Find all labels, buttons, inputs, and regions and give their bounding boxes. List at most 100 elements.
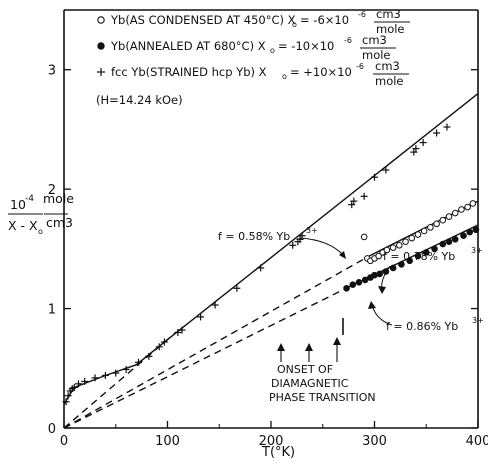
plus-point [62, 398, 70, 406]
filled-circle-point [349, 281, 357, 288]
legend-entry-fcc-sub: o [282, 72, 287, 81]
open-circle-point [396, 241, 403, 249]
arrow-f-058-head [339, 251, 346, 259]
onset-arrowhead-3 [333, 337, 341, 345]
plus-point [433, 129, 441, 137]
series-filled-circle [343, 226, 480, 292]
legend-entry-condensed-frac-top: cm3 [376, 7, 401, 21]
legend-entry-fcc-frac-bottom: mole [375, 74, 404, 88]
ticks [63, 69, 479, 429]
y-tick-label: 3 [48, 64, 56, 79]
open-circle-point [427, 224, 434, 231]
open-circle-point [375, 252, 382, 260]
dashed-fit-line [63, 286, 349, 429]
x-tick-label: 0 [60, 434, 68, 449]
open-circle-point [451, 209, 459, 217]
open-circle-point [389, 244, 397, 251]
filled-circle-point [343, 284, 350, 292]
onset-line-2: DIAMAGNETIC [271, 377, 349, 390]
open-circle-point [402, 238, 409, 245]
plus-point [382, 166, 390, 174]
legend-open-circle-marker [97, 16, 105, 24]
onset-arrowhead-2 [305, 343, 313, 351]
plus-point [371, 173, 378, 181]
plus-point [350, 197, 358, 205]
arrow-f-086-head [368, 301, 376, 309]
legend-entry-annealed-frac-top: cm3 [362, 33, 387, 47]
plus-point [174, 328, 182, 336]
legend-entry-condensed: Yb(AS CONDENSED AT 450°C) X o = -6×10 -6… [97, 7, 410, 36]
series-layer [62, 123, 480, 406]
open-circle-point [464, 203, 471, 211]
plus-point [70, 383, 78, 391]
filled-circle-point [439, 240, 447, 248]
legend-entry-condensed-value: = -6×10 [300, 13, 349, 27]
plus-point [348, 201, 356, 209]
plus-point [135, 358, 143, 366]
filled-circle-point [431, 245, 438, 253]
plus-point [443, 123, 451, 131]
filled-circle-point [376, 270, 383, 278]
plus-point [289, 241, 297, 249]
y-label-unit-top: mole [43, 191, 74, 206]
plus-point [233, 284, 241, 292]
open-circle-point [360, 233, 368, 241]
annotation-f-078-sup: 3+ [471, 246, 483, 255]
y-tick-label: 2 [48, 183, 56, 198]
filled-circle-point [398, 261, 405, 268]
y-axis-label: 10 -4 X - X o mole cm3 [8, 191, 74, 236]
legend-entry-annealed-frac-bottom: mole [362, 48, 391, 62]
open-circle-point [414, 231, 422, 238]
annotation-f-086-sup: 3+ [472, 316, 484, 325]
filled-circle-point [422, 249, 430, 256]
dashed-fit-line [63, 255, 370, 429]
legend-entry-annealed-exp: -6 [344, 36, 352, 45]
legend-entry-fcc: fcc Yb(STRAINED hcp Yb) X o = +10×10 -6 … [97, 59, 409, 88]
onset-line-1: ONSET OF [277, 363, 333, 376]
series-open-circle [360, 200, 477, 265]
annotation-f-086: f = 0.86% Yb [386, 320, 458, 333]
legend-entry-fcc-value: = +10×10 [290, 65, 352, 79]
legend: Yb(AS CONDENSED AT 450°C) X o = -6×10 -6… [96, 7, 410, 107]
open-circle-point [383, 246, 391, 254]
filled-circle-point [406, 257, 413, 265]
legend-filled-circle-marker [97, 42, 105, 50]
legend-entry-condensed-sub: o [292, 20, 297, 29]
plus-point [410, 148, 418, 156]
filled-circle-point [445, 238, 453, 245]
x-tick-label: 400 [466, 434, 488, 449]
plus-point [296, 235, 304, 243]
plus-point [160, 338, 168, 346]
tick-labels: 0 100 200 300 400 0 1 2 3 [48, 64, 488, 449]
filled-circle-point [389, 264, 397, 272]
plus-point [91, 374, 99, 382]
plus-point [101, 371, 109, 379]
filled-circle-point [355, 278, 363, 286]
arrow-f-078-head [378, 286, 386, 294]
onset-line-3: PHASE TRANSITION [269, 391, 376, 404]
annotation-f-058-sup: 3+ [306, 226, 318, 235]
filled-circle-point [371, 271, 378, 279]
solid-fit-line [63, 93, 479, 405]
plus-point [112, 369, 120, 377]
x-axis-label: T(°K) [261, 445, 295, 460]
x-tick-label: 200 [259, 434, 284, 449]
plus-point [178, 326, 186, 334]
legend-entry-annealed: Yb(ANNEALED AT 680°C) X o = -10×10 -6 cm… [97, 33, 396, 62]
arrow-f-058 [299, 237, 345, 257]
y-label-denominator-sub: o [38, 227, 43, 236]
plus-point [122, 365, 130, 373]
onset-arrowhead-1 [277, 343, 285, 351]
legend-entry-condensed-frac-bottom: mole [376, 22, 405, 36]
plus-point [81, 377, 89, 385]
plus-point [412, 145, 420, 153]
plus-point [74, 380, 82, 388]
y-label-denominator: X - X [8, 218, 38, 233]
legend-entry-annealed-label: Yb(ANNEALED AT 680°C) X [110, 39, 266, 53]
plus-point [257, 264, 265, 272]
legend-field-note: (H=14.24 kOe) [96, 93, 183, 107]
filled-circle-point [460, 232, 467, 240]
filled-circle-point [361, 276, 369, 284]
x-tick-label: 300 [362, 434, 387, 449]
